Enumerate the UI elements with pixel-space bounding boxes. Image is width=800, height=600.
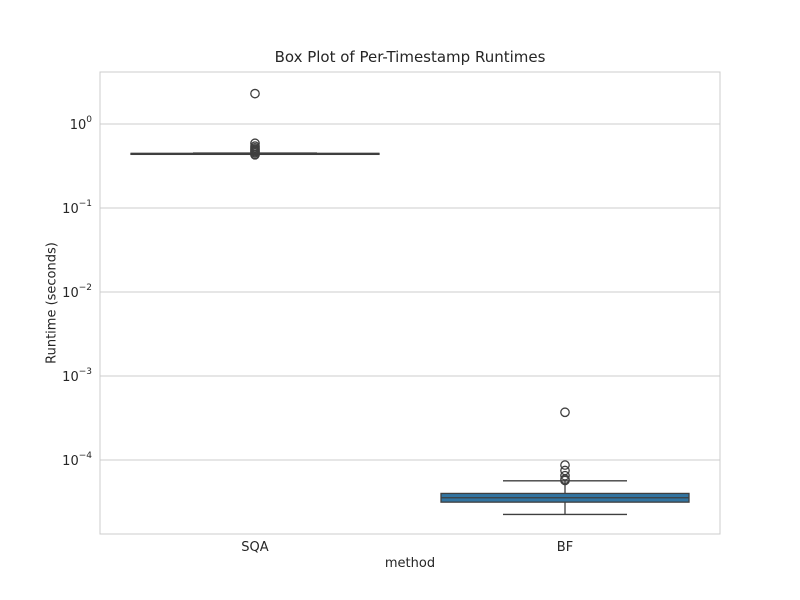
box-sqa [130, 88, 380, 160]
y-tick-exponent: −4 [79, 451, 93, 461]
y-tick-label: 100 [70, 115, 93, 133]
plot-frame [99, 71, 721, 535]
y-tick-label: 10−2 [62, 283, 92, 301]
y-tick-base: 10 [62, 202, 79, 217]
x-tick-label: SQA [241, 540, 268, 555]
y-tick-base: 10 [62, 454, 79, 469]
y-tick-label: 10−4 [62, 451, 92, 469]
outlier-point [250, 88, 260, 99]
grid-layer [100, 123, 720, 461]
outlier-point [560, 470, 570, 481]
y-tick-exponent: −2 [79, 283, 92, 293]
box-layer [130, 88, 690, 516]
y-tick-label: 10−1 [62, 199, 92, 217]
outlier-point [250, 149, 260, 160]
y-tick-base: 10 [62, 286, 79, 301]
x-tick-label: BF [557, 540, 573, 555]
y-tick-base: 10 [62, 370, 79, 385]
y-tick-exponent: −1 [79, 199, 92, 209]
y-tick-label: 10−3 [62, 367, 92, 385]
outlier-point [560, 460, 570, 470]
x-axis-label: method [384, 556, 436, 571]
chart-title: Box Plot of Per-Timestamp Runtimes [274, 48, 546, 66]
box-bf [440, 407, 690, 516]
y-tick-exponent: −3 [79, 367, 92, 377]
outlier-point [560, 475, 570, 486]
y-tick-exponent: 0 [86, 115, 92, 125]
y-tick-base: 10 [70, 118, 87, 133]
outlier-point [560, 407, 570, 418]
